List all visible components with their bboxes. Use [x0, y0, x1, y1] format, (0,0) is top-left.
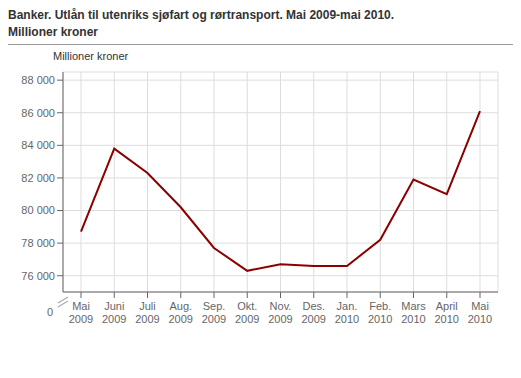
svg-text:88 000: 88 000: [21, 74, 55, 86]
svg-text:April2010: April2010: [435, 300, 459, 325]
html-text:Millioner kroner: Millioner kroner: [8, 25, 98, 39]
svg-text:Sep.2009: Sep.2009: [202, 300, 226, 325]
svg-text:84 000: 84 000: [21, 139, 55, 151]
svg-text:Okt.2009: Okt.2009: [235, 300, 259, 325]
html-text:0: 0: [46, 306, 53, 318]
svg-text:86 000: 86 000: [21, 107, 55, 119]
svg-text:Aug.2009: Aug.2009: [169, 300, 193, 325]
html-text:Millioner kroner: Millioner kroner: [53, 50, 129, 62]
html-text:Banker. Utlån til utenriks sjø: Banker. Utlån til utenriks sjøfart og rø…: [8, 8, 395, 22]
svg-text:Mars2010: Mars2010: [401, 300, 426, 325]
svg-text:Mai2009: Mai2009: [69, 300, 93, 325]
svg-text:78 000: 78 000: [21, 237, 55, 249]
svg-text:Mai2010: Mai2010: [468, 300, 492, 325]
svg-text:76 000: 76 000: [21, 270, 55, 282]
svg-text:Juli2009: Juli2009: [135, 300, 159, 325]
svg-text:Jan.2010: Jan.2010: [335, 300, 359, 325]
svg-text:Feb.2010: Feb.2010: [368, 300, 392, 325]
svg-text:Juni2009: Juni2009: [102, 300, 126, 325]
svg-text:82 000: 82 000: [21, 172, 55, 184]
svg-text:80 000: 80 000: [21, 204, 55, 216]
svg-text:Des.2009: Des.2009: [302, 300, 326, 325]
svg-text:Nov.2009: Nov.2009: [268, 300, 292, 325]
